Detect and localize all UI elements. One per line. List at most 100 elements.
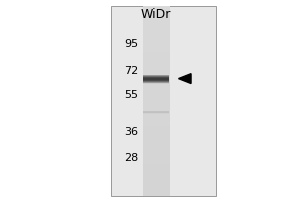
Bar [142, 156, 170, 158]
Bar [142, 137, 170, 139]
Bar [142, 194, 170, 196]
Bar [142, 61, 170, 63]
Bar [142, 101, 170, 103]
Bar [142, 150, 170, 152]
Bar [142, 166, 170, 168]
Bar [142, 92, 170, 93]
Bar [143, 79, 169, 80]
Bar [142, 126, 170, 128]
Bar [143, 83, 169, 84]
Bar [143, 81, 169, 82]
Bar [142, 185, 170, 186]
Bar [142, 116, 170, 118]
Bar [142, 34, 170, 36]
Text: 95: 95 [124, 39, 138, 49]
Bar [143, 112, 169, 113]
Bar [142, 110, 170, 112]
Bar [142, 74, 170, 76]
Bar [142, 38, 170, 40]
Bar [142, 124, 170, 126]
Bar [142, 59, 170, 61]
Bar [142, 52, 170, 53]
Bar [142, 97, 170, 99]
Bar [142, 175, 170, 177]
Bar [142, 95, 170, 97]
Bar [142, 154, 170, 156]
Bar [142, 29, 170, 31]
Bar [142, 120, 170, 122]
Bar [142, 183, 170, 185]
Bar [142, 181, 170, 183]
Bar [142, 141, 170, 143]
Text: WiDr: WiDr [141, 7, 171, 21]
Bar [142, 112, 170, 114]
Bar [142, 67, 170, 69]
Text: 72: 72 [124, 66, 138, 76]
Bar [142, 36, 170, 38]
Bar [142, 103, 170, 105]
Text: 28: 28 [124, 153, 138, 163]
Bar [142, 27, 170, 29]
Bar [143, 82, 169, 83]
Text: 36: 36 [124, 127, 138, 137]
Bar [143, 78, 169, 79]
Bar [142, 12, 170, 14]
Bar [142, 143, 170, 145]
Bar [142, 33, 170, 34]
Bar [142, 44, 170, 46]
Bar [142, 40, 170, 42]
Bar [142, 88, 170, 90]
Bar [143, 80, 169, 81]
Bar [142, 14, 170, 16]
Bar [142, 80, 170, 82]
Bar [142, 63, 170, 65]
Text: 55: 55 [124, 90, 138, 100]
Bar [142, 192, 170, 194]
Bar [142, 128, 170, 130]
Bar [111, 6, 216, 196]
Bar [142, 25, 170, 27]
Bar [143, 77, 169, 78]
Bar [142, 135, 170, 137]
Bar [142, 145, 170, 147]
Bar [142, 148, 170, 150]
Bar [142, 65, 170, 67]
Bar [142, 131, 170, 133]
Bar [142, 93, 170, 95]
Bar [142, 48, 170, 50]
Bar [142, 46, 170, 48]
Bar [142, 10, 170, 12]
Bar [143, 110, 169, 111]
Bar [142, 169, 170, 171]
Bar [143, 75, 169, 76]
Bar [142, 160, 170, 162]
Bar [142, 171, 170, 173]
Bar [142, 173, 170, 175]
Bar [142, 177, 170, 179]
Bar [142, 90, 170, 92]
Bar [142, 53, 170, 55]
Bar [142, 168, 170, 169]
Bar [142, 186, 170, 188]
Bar [142, 78, 170, 80]
Bar [142, 122, 170, 124]
Bar [142, 130, 170, 131]
Bar [142, 57, 170, 59]
Bar [142, 99, 170, 101]
Bar [142, 147, 170, 148]
Bar [142, 71, 170, 73]
Bar [143, 76, 169, 77]
Bar [142, 23, 170, 25]
Bar [142, 55, 170, 57]
Bar [142, 158, 170, 160]
Bar [142, 19, 170, 21]
Bar [142, 86, 170, 88]
Bar [142, 69, 170, 71]
Bar [142, 76, 170, 78]
Bar [142, 50, 170, 52]
Bar [142, 114, 170, 116]
Bar [142, 6, 170, 8]
Bar [142, 118, 170, 120]
Bar [142, 162, 170, 164]
Bar [142, 82, 170, 84]
